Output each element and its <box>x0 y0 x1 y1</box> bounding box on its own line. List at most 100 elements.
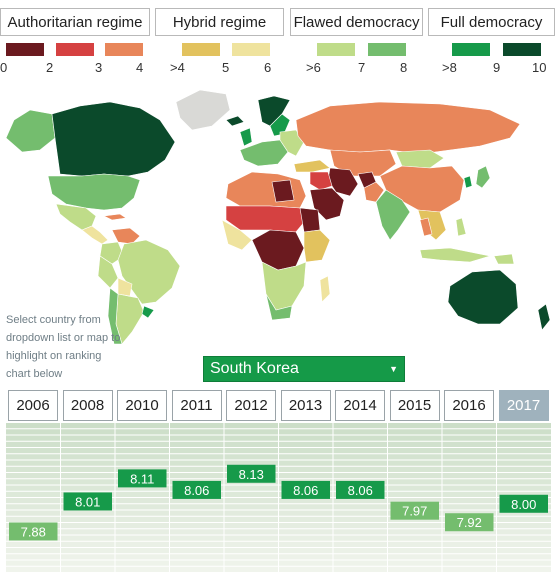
year-tab-2006[interactable]: 2006 <box>8 390 58 421</box>
country-north-africa[interactable] <box>225 171 307 209</box>
country-india[interactable] <box>375 189 411 241</box>
flawed-democracy-button[interactable]: Flawed democracy <box>290 8 423 36</box>
country-sahel[interactable] <box>225 205 307 233</box>
country-russia[interactable] <box>295 101 521 155</box>
year-tab-2017[interactable]: 2017 <box>498 390 549 421</box>
country-madagascar[interactable] <box>319 275 331 303</box>
year-tab-2012[interactable]: 2012 <box>226 390 276 421</box>
country-central-america[interactable] <box>81 225 109 245</box>
country-south-korea[interactable] <box>463 175 473 189</box>
country-cuba[interactable] <box>102 213 127 221</box>
chevron-down-icon: ▼ <box>389 364 398 374</box>
country-south-africa[interactable] <box>265 293 293 321</box>
legend-swatch <box>232 43 270 56</box>
country-turkey[interactable] <box>293 159 331 173</box>
legend-swatch <box>182 43 220 56</box>
score-label-2008: 8.01 <box>75 494 100 509</box>
country-select-value: South Korea <box>210 360 299 377</box>
country-iceland[interactable] <box>225 115 245 127</box>
score-marker-2017[interactable] <box>499 494 549 513</box>
country-brazil[interactable] <box>117 239 181 305</box>
legend-swatch <box>56 43 94 56</box>
legend-swatch <box>503 43 541 56</box>
hybrid-regime-button[interactable]: Hybrid regime <box>155 8 284 36</box>
country-japan[interactable] <box>475 165 491 189</box>
country-australia[interactable] <box>447 269 519 325</box>
score-marker-2012[interactable] <box>227 464 276 483</box>
year-tab-2014[interactable]: 2014 <box>335 390 385 421</box>
country-thailand[interactable] <box>419 217 433 237</box>
country-uk[interactable] <box>239 127 253 147</box>
country-libya[interactable] <box>271 179 295 203</box>
country-venezuela[interactable] <box>111 227 141 245</box>
country-chile[interactable] <box>107 287 123 345</box>
score-label-2015: 7.97 <box>402 504 427 519</box>
legend-tick: >4 <box>170 60 185 75</box>
year-tab-2008[interactable]: 2008 <box>62 390 113 421</box>
country-canada[interactable] <box>51 101 176 177</box>
score-marker-2006[interactable] <box>9 522 58 541</box>
country-iraq-syria[interactable] <box>309 171 333 191</box>
country-philippines[interactable] <box>455 217 467 237</box>
legend-tick: >6 <box>306 60 321 75</box>
score-marker-2008[interactable] <box>63 492 113 511</box>
full-democracy-button[interactable]: Full democracy <box>428 8 555 36</box>
country-new-zealand[interactable] <box>537 303 551 331</box>
legend-tick: 6 <box>264 60 272 75</box>
year-tab-2015[interactable]: 2015 <box>389 390 440 421</box>
country-peru[interactable] <box>97 255 119 289</box>
score-label-2010: 8.11 <box>130 471 154 486</box>
score-marker-2016[interactable] <box>445 513 494 532</box>
legend-tick: 2 <box>46 60 54 75</box>
score-label-2017: 8.00 <box>511 497 536 512</box>
legend-tick: >8 <box>442 60 457 75</box>
country-usa[interactable] <box>47 173 141 211</box>
country-greenland[interactable] <box>175 89 231 131</box>
country-papua[interactable] <box>493 253 515 265</box>
year-tab-2010[interactable]: 2010 <box>117 390 167 421</box>
legend-tick: 0 <box>0 60 8 75</box>
score-marker-2011[interactable] <box>172 480 222 499</box>
country-select[interactable]: South Korea ▼ <box>203 356 405 382</box>
country-eastern-europe[interactable] <box>279 129 305 157</box>
score-label-2016: 7.92 <box>457 515 482 530</box>
score-label-2006: 7.88 <box>21 524 46 539</box>
legend-tick: 3 <box>95 60 103 75</box>
score-label-2011: 8.06 <box>184 483 209 498</box>
country-uruguay[interactable] <box>141 305 155 319</box>
score-label-2013: 8.06 <box>293 483 318 498</box>
score-marker-2015[interactable] <box>390 501 440 520</box>
score-label-2012: 8.13 <box>239 467 264 482</box>
authoritarian-regime-button[interactable]: Authoritarian regime <box>0 8 150 36</box>
legend-swatch <box>6 43 44 56</box>
year-tabs: 2006 2008 2010 2011 2012 2013 2014 2015 … <box>8 390 552 422</box>
legend-swatch <box>317 43 355 56</box>
country-mongolia[interactable] <box>395 149 445 169</box>
legend-tick: 10 <box>532 60 547 75</box>
legend-swatch <box>452 43 490 56</box>
country-west-africa[interactable] <box>221 219 253 251</box>
year-tab-2016[interactable]: 2016 <box>444 390 494 421</box>
country-bolivia[interactable] <box>117 277 133 297</box>
legend-tick: 8 <box>400 60 408 75</box>
year-tab-2013[interactable]: 2013 <box>280 390 331 421</box>
world-map[interactable] <box>0 80 560 350</box>
country-sudan[interactable] <box>299 207 321 233</box>
year-tab-2011[interactable]: 2011 <box>171 390 222 421</box>
country-central-africa[interactable] <box>251 229 305 271</box>
score-label-2014: 8.06 <box>348 483 373 498</box>
regime-filter: Authoritarian regime Hybrid regime Flawe… <box>0 8 560 38</box>
country-east-africa[interactable] <box>303 229 331 263</box>
legend-tick: 5 <box>222 60 230 75</box>
score-marker-2013[interactable] <box>281 480 331 499</box>
country-western-europe[interactable] <box>239 139 289 167</box>
legend-tick: 9 <box>493 60 501 75</box>
score-marker-2014[interactable] <box>336 480 385 499</box>
country-pakistan[interactable] <box>363 181 385 203</box>
country-indonesia[interactable] <box>419 247 491 263</box>
ranking-chart: 7.88 8.01 8.11 8.06 8.13 8.06 8.06 7.97 7.92 8.00 <box>6 423 551 573</box>
legend-swatch <box>368 43 406 56</box>
country-alaska[interactable] <box>5 109 56 153</box>
country-sweden[interactable] <box>269 113 291 137</box>
score-marker-2010[interactable] <box>118 469 167 488</box>
